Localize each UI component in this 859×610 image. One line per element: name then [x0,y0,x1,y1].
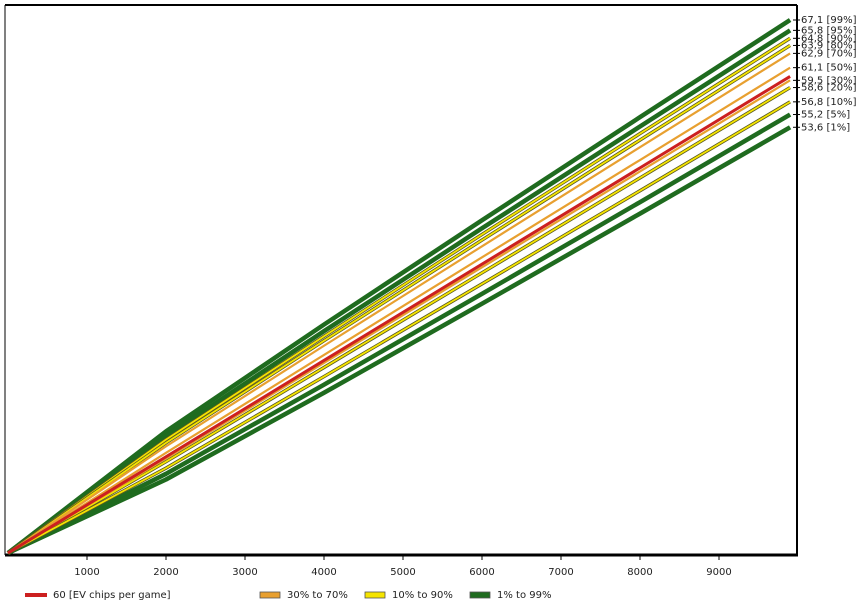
legend-swatch [364,591,386,599]
legend-label: 60 [EV chips per game] [53,590,171,601]
x-tick-label: 9000 [706,567,731,578]
series-line [6,28,792,555]
series-line [6,112,792,556]
x-tick-label: 8000 [627,567,652,578]
end-label: 64,8 [90%] [801,33,857,44]
legend-swatch [259,591,281,599]
series-line [7,44,791,554]
legend-swatch [469,591,491,599]
legend-label: 30% to 70% [287,590,348,601]
x-tick-label: 3000 [232,567,257,578]
x-tick-label: 1000 [74,567,99,578]
series-line [7,125,792,556]
end-label: 58,6 [20%] [801,83,857,94]
x-tick-label: 2000 [153,567,178,578]
series-line [7,37,791,554]
series-line [7,86,791,554]
end-label: 65,8 [95%] [801,25,857,36]
series-line [7,52,791,554]
end-label: 59,5 [30%] [801,75,857,86]
end-label: 63,9 [80%] [801,40,857,51]
end-label: 56,8 [10%] [801,97,857,108]
x-tick-label: 4000 [311,567,336,578]
legend-label: 1% to 99% [497,590,552,601]
x-tick-label: 5000 [390,567,415,578]
x-tick-label: 6000 [469,567,494,578]
series-line [7,75,791,555]
series-line [6,18,792,555]
end-label: 61,1 [50%] [801,63,857,74]
x-tick-label: 7000 [548,567,573,578]
series-line [7,101,791,554]
end-label: 67,1 [99%] [801,15,857,26]
end-label: 55,2 [5%] [801,110,850,121]
legend-label: 10% to 90% [392,590,453,601]
end-label: 53,6 [1%] [801,122,850,133]
end-label: 62,9 [70%] [801,48,857,59]
series-line-outline [7,36,792,555]
series-line [7,66,791,554]
